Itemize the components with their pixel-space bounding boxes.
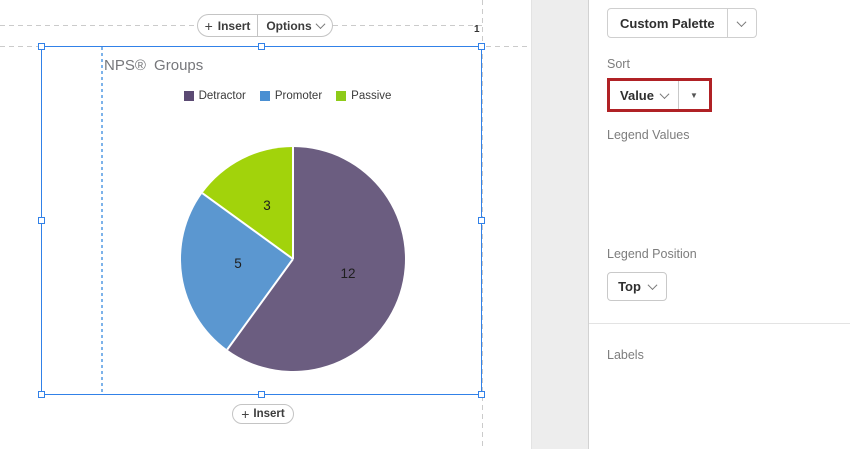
pie-slice-detractor[interactable] <box>227 147 405 371</box>
legend-swatch-promoter <box>259 91 270 101</box>
legend-label: Promoter <box>274 90 323 102</box>
plus-icon: + <box>204 17 213 34</box>
pie-slice-passive[interactable] <box>202 147 293 259</box>
page-number: 1 <box>474 24 480 35</box>
palette-dropdown-button[interactable] <box>726 8 757 38</box>
resize-handle-top-left[interactable] <box>38 43 45 50</box>
section-divider <box>589 323 850 324</box>
chart-legend: Detractor Promoter Passive <box>22 90 553 102</box>
pie-value-detractor: 12 <box>340 266 355 281</box>
plus-icon: + <box>241 406 250 422</box>
legend-values-section-label: Legend Values <box>607 128 690 142</box>
chevron-down-icon <box>315 19 326 30</box>
sort-direction-arrow-icon: ▼ <box>690 90 698 100</box>
legend-label: Detractor <box>198 90 246 102</box>
pie-value-promoter: 5 <box>234 256 242 271</box>
labels-section-label: Labels <box>607 348 644 362</box>
legend-item: Passive <box>336 90 391 102</box>
editor-canvas[interactable]: + Insert Options 1 NPS® Groups Detractor… <box>0 0 531 449</box>
slice-separators <box>201 147 294 351</box>
resize-handle-middle-left[interactable] <box>38 216 45 224</box>
sort-control-highlighted: Value ▼ <box>607 78 712 112</box>
pie-value-passive: 3 <box>263 198 271 213</box>
custom-palette-button[interactable]: Custom Palette <box>607 8 728 38</box>
legend-item: Promoter <box>259 90 323 102</box>
pie-slice-promoter[interactable] <box>181 193 293 350</box>
insert-options-toolbar: + Insert Options <box>197 14 333 37</box>
insert-button-label: Insert <box>217 18 251 33</box>
insert-button[interactable]: + Insert <box>198 15 257 36</box>
options-button[interactable]: Options <box>258 15 332 36</box>
sort-selected-value: Value <box>620 87 654 103</box>
sort-divider <box>678 81 679 109</box>
chevron-down-icon <box>736 16 747 27</box>
text-margin-guide <box>101 47 103 394</box>
resize-handle-top-center[interactable] <box>257 43 265 50</box>
layout-guide-vertical <box>482 0 483 449</box>
chart-selection-frame[interactable] <box>38 43 485 398</box>
resize-handle-bottom-left[interactable] <box>38 391 45 398</box>
canvas-sidebar-gutter <box>531 0 589 449</box>
insert-button-label: Insert <box>253 408 285 420</box>
chevron-down-icon <box>659 88 670 99</box>
sort-direction-button[interactable]: ▼ <box>679 81 709 109</box>
legend-swatch-passive <box>336 91 347 101</box>
sort-section-label: Sort <box>607 57 630 71</box>
chart-title: NPS® Groups <box>104 57 204 74</box>
sort-dropdown[interactable]: Value <box>610 81 678 109</box>
legend-position-dropdown[interactable]: Top <box>607 272 667 301</box>
resize-handle-bottom-right[interactable] <box>478 391 485 398</box>
settings-sidebar: Custom Palette Sort Value ▼ Legend Value… <box>589 0 850 449</box>
resize-handle-top-right[interactable] <box>478 43 485 50</box>
toolbar-divider <box>257 15 258 36</box>
insert-button-bottom[interactable]: + Insert <box>232 404 294 424</box>
chevron-down-icon <box>647 280 658 291</box>
legend-position-selected: Top <box>618 279 641 294</box>
legend-swatch-detractor <box>183 91 194 101</box>
legend-position-section-label: Legend Position <box>607 247 697 261</box>
resize-handle-middle-right[interactable] <box>478 216 485 224</box>
legend-label: Passive <box>351 90 392 102</box>
legend-item: Detractor <box>183 90 246 102</box>
palette-control: Custom Palette <box>607 8 757 38</box>
options-button-label: Options <box>266 18 312 33</box>
resize-handle-bottom-center[interactable] <box>257 391 265 398</box>
pie-chart: 12 5 3 <box>181 147 405 371</box>
